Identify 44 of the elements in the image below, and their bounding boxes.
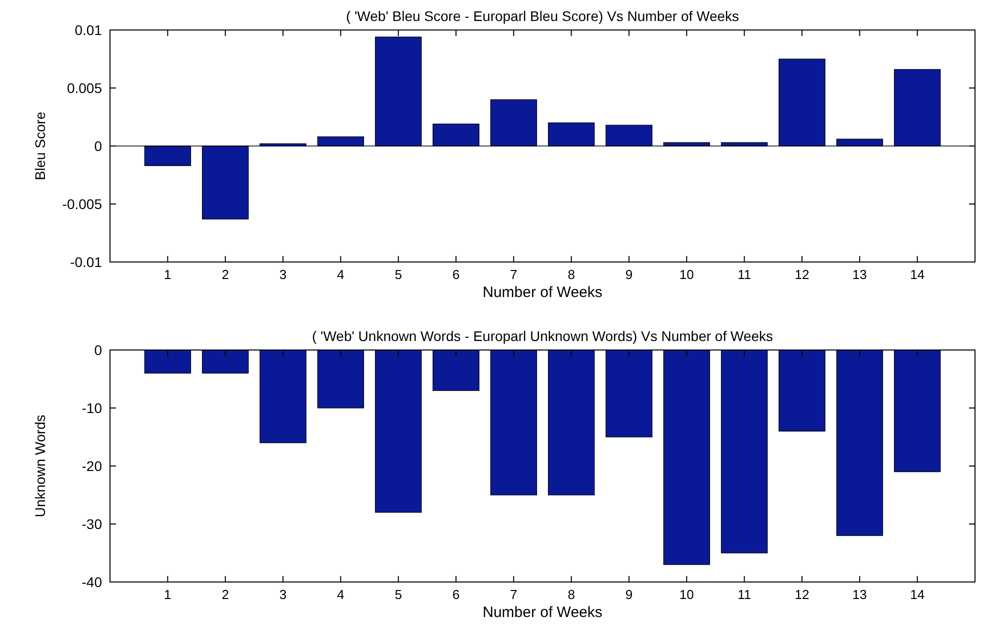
x-tick-label: 14 xyxy=(910,587,925,602)
chart-title: ( 'Web' Bleu Score - Europarl Bleu Score) Vs Number of Weeks xyxy=(346,8,740,24)
x-tick-label: 1 xyxy=(164,267,172,282)
y-tick-label: -20 xyxy=(82,458,102,474)
x-tick-label: 10 xyxy=(679,267,694,282)
x-tick-label: 12 xyxy=(794,587,810,602)
x-tick-label: 7 xyxy=(510,267,518,282)
y-tick-label: -0.01 xyxy=(70,254,102,270)
x-tick-label: 13 xyxy=(852,587,867,602)
x-tick-label: 8 xyxy=(568,267,575,282)
y-tick-label: -40 xyxy=(82,574,102,590)
x-tick-label: 7 xyxy=(510,587,518,602)
x-tick-label: 2 xyxy=(222,587,229,602)
x-tick-label: 4 xyxy=(337,587,344,602)
y-axis-title: Bleu Score xyxy=(32,112,48,180)
x-tick-label: 10 xyxy=(679,587,694,602)
y-tick-label: -0.005 xyxy=(62,196,102,212)
x-tick-label: 8 xyxy=(568,587,575,602)
y-tick-label: 0 xyxy=(94,342,102,358)
x-tick-label: 11 xyxy=(738,267,752,282)
y-tick-label: 0 xyxy=(94,138,102,154)
x-tick-label: 11 xyxy=(738,587,752,602)
y-tick-label: -30 xyxy=(82,516,102,532)
x-tick-label: 5 xyxy=(394,267,402,282)
x-tick-label: 3 xyxy=(279,587,287,602)
x-tick-label: 6 xyxy=(452,267,460,282)
x-tick-label: 12 xyxy=(794,267,810,282)
x-tick-label: 13 xyxy=(852,267,867,282)
chart-title: ( 'Web' Unknown Words - Europarl Unknown Words) Vs Number of Weeks xyxy=(312,328,774,344)
x-tick-label: 9 xyxy=(625,267,633,282)
x-tick-label: 6 xyxy=(452,587,460,602)
x-tick-label: 2 xyxy=(222,267,229,282)
x-tick-label: 1 xyxy=(164,587,172,602)
y-tick-label: 0.005 xyxy=(66,80,102,96)
y-tick-label: 0.01 xyxy=(74,22,102,38)
x-tick-label: 9 xyxy=(625,587,633,602)
x-tick-label: 14 xyxy=(910,267,925,282)
x-tick-label: 4 xyxy=(337,267,344,282)
y-axis-title: Unknown Words xyxy=(32,414,48,518)
x-axis-title: Number of Weeks xyxy=(482,604,602,621)
x-tick-label: 5 xyxy=(394,587,402,602)
x-axis-title: Number of Weeks xyxy=(482,284,602,301)
y-tick-label: -10 xyxy=(82,400,102,416)
x-tick-label: 3 xyxy=(279,267,287,282)
